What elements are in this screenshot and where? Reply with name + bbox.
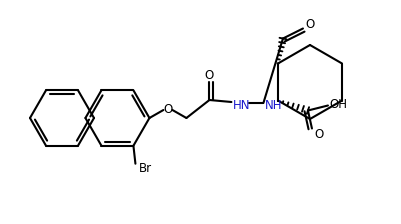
Text: Br: Br	[139, 162, 152, 175]
Text: O: O	[164, 103, 173, 116]
Text: O: O	[305, 18, 314, 31]
Text: O: O	[314, 128, 324, 141]
Text: O: O	[205, 69, 214, 82]
Text: NH: NH	[265, 99, 282, 112]
Text: HN: HN	[233, 99, 250, 112]
Text: OH: OH	[329, 98, 347, 111]
